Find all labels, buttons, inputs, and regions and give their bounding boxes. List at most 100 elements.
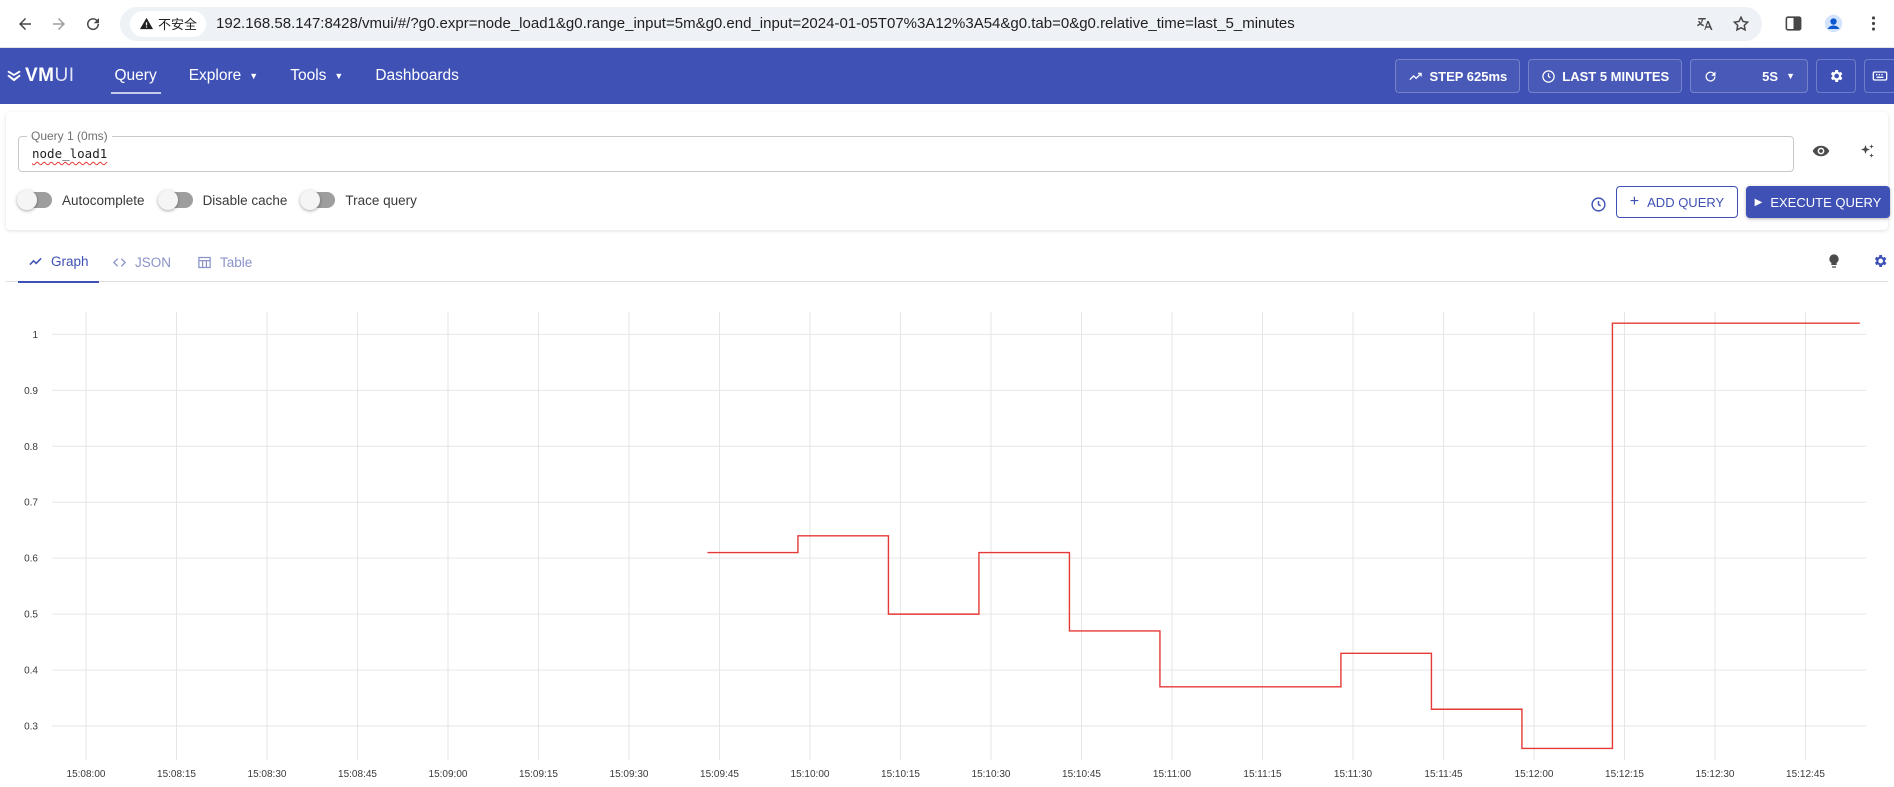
toggle-switch[interactable] bbox=[301, 192, 335, 208]
x-tick-label: 15:09:45 bbox=[700, 769, 739, 780]
y-tick-label: 0.7 bbox=[24, 498, 38, 509]
x-tick-label: 15:11:45 bbox=[1424, 769, 1463, 780]
refresh-icon bbox=[1703, 69, 1718, 84]
auto-refresh-button[interactable]: 5S ▼ bbox=[1690, 59, 1808, 93]
chevron-down-icon: ▼ bbox=[1786, 71, 1795, 81]
execute-query-label: EXECUTE QUERY bbox=[1770, 195, 1881, 210]
profile-avatar-icon[interactable] bbox=[1820, 11, 1846, 37]
toggle-switch[interactable] bbox=[159, 192, 193, 208]
logo-icon bbox=[6, 68, 22, 84]
y-tick-label: 0.8 bbox=[24, 442, 38, 453]
nav-tools-label: Tools bbox=[290, 67, 326, 85]
x-tick-label: 15:10:00 bbox=[791, 769, 830, 780]
add-query-button[interactable]: + ADD QUERY bbox=[1616, 186, 1738, 218]
y-tick-label: 0.3 bbox=[24, 722, 38, 733]
step-button[interactable]: STEP 625ms bbox=[1395, 59, 1520, 93]
x-tick-label: 15:12:30 bbox=[1696, 769, 1735, 780]
side-panel-icon[interactable] bbox=[1780, 11, 1806, 37]
lightbulb-icon[interactable] bbox=[1826, 253, 1842, 274]
x-tick-label: 15:11:30 bbox=[1334, 769, 1373, 780]
play-icon: ▶ bbox=[1755, 197, 1763, 208]
add-query-label: ADD QUERY bbox=[1647, 195, 1724, 210]
execute-query-button[interactable]: ▶ EXECUTE QUERY bbox=[1746, 186, 1890, 218]
refresh-interval-label: 5S bbox=[1762, 69, 1778, 84]
disable-cache-toggle[interactable]: Disable cache bbox=[159, 192, 288, 208]
table-icon bbox=[197, 255, 212, 270]
nav-explore[interactable]: Explore ▼ bbox=[173, 48, 274, 104]
trace-query-toggle[interactable]: Trace query bbox=[301, 192, 417, 208]
settings-button[interactable] bbox=[1816, 59, 1856, 93]
history-icon[interactable] bbox=[1590, 196, 1607, 218]
x-tick-label: 15:08:00 bbox=[67, 769, 106, 780]
y-tick-label: 1 bbox=[32, 330, 38, 341]
autocomplete-label: Autocomplete bbox=[62, 193, 145, 208]
back-arrow-icon[interactable] bbox=[8, 7, 42, 41]
browser-menu-icon[interactable] bbox=[1860, 11, 1886, 37]
keyboard-icon bbox=[1872, 68, 1888, 84]
eye-icon[interactable] bbox=[1812, 142, 1830, 165]
tab-table[interactable]: Table bbox=[197, 242, 252, 282]
tab-table-label: Table bbox=[220, 255, 252, 270]
x-tick-label: 15:12:00 bbox=[1515, 769, 1554, 780]
clock-icon bbox=[1541, 69, 1556, 84]
graph-settings-gear-icon[interactable] bbox=[1872, 253, 1888, 274]
logo-main-text: VM bbox=[25, 65, 55, 87]
warning-icon bbox=[139, 16, 154, 31]
x-tick-label: 15:11:00 bbox=[1153, 769, 1192, 780]
y-tick-label: 0.4 bbox=[24, 666, 38, 677]
translate-icon[interactable] bbox=[1694, 13, 1716, 35]
step-label: STEP 625ms bbox=[1429, 69, 1507, 84]
trace-query-label: Trace query bbox=[345, 193, 417, 208]
tab-graph-label: Graph bbox=[51, 254, 89, 269]
x-tick-label: 15:09:00 bbox=[429, 769, 468, 780]
caret-down-icon: ▼ bbox=[249, 71, 258, 81]
nav-tools[interactable]: Tools ▼ bbox=[274, 48, 359, 104]
nav-dashboards-label: Dashboards bbox=[375, 67, 459, 85]
x-tick-label: 15:10:15 bbox=[881, 769, 920, 780]
security-chip[interactable]: 不安全 bbox=[130, 11, 206, 37]
toggle-switch[interactable] bbox=[18, 192, 52, 208]
line-chart-icon bbox=[28, 254, 43, 269]
code-icon bbox=[112, 255, 127, 270]
plus-icon: + bbox=[1630, 193, 1639, 211]
query-input[interactable]: node_load1 bbox=[32, 146, 107, 161]
trend-icon bbox=[1408, 69, 1423, 84]
query-panel: Query 1 (0ms) node_load1 Autocomplete Di… bbox=[6, 112, 1888, 230]
x-tick-label: 15:08:45 bbox=[338, 769, 377, 780]
x-tick-label: 15:12:45 bbox=[1786, 769, 1825, 780]
url-text[interactable]: 192.168.58.147:8428/vmui/#/?g0.expr=node… bbox=[216, 15, 1682, 32]
logo-sub-text: UI bbox=[55, 65, 75, 87]
x-tick-label: 15:08:30 bbox=[248, 769, 287, 780]
security-label: 不安全 bbox=[158, 14, 197, 33]
query-field[interactable]: Query 1 (0ms) node_load1 bbox=[18, 136, 1794, 172]
nav-dashboards[interactable]: Dashboards bbox=[359, 48, 475, 104]
autocomplete-toggle[interactable]: Autocomplete bbox=[18, 192, 145, 208]
caret-down-icon: ▼ bbox=[334, 71, 343, 81]
keyboard-shortcuts-button[interactable] bbox=[1864, 59, 1894, 93]
y-tick-label: 0.6 bbox=[24, 554, 38, 565]
x-tick-label: 15:08:15 bbox=[157, 769, 196, 780]
result-tabs: Graph JSON Table bbox=[6, 242, 1888, 282]
nav-explore-label: Explore bbox=[189, 67, 242, 85]
tab-json[interactable]: JSON bbox=[112, 242, 171, 282]
browser-toolbar: 不安全 192.168.58.147:8428/vmui/#/?g0.expr=… bbox=[0, 0, 1894, 48]
time-range-label: LAST 5 MINUTES bbox=[1562, 69, 1669, 84]
x-tick-label: 15:11:15 bbox=[1243, 769, 1282, 780]
x-tick-label: 15:10:45 bbox=[1062, 769, 1101, 780]
reload-icon[interactable] bbox=[76, 7, 110, 41]
bookmark-star-icon[interactable] bbox=[1730, 13, 1752, 35]
x-tick-label: 15:09:15 bbox=[519, 769, 558, 780]
time-range-button[interactable]: LAST 5 MINUTES bbox=[1528, 59, 1682, 93]
forward-arrow-icon[interactable] bbox=[42, 7, 76, 41]
x-tick-label: 15:10:30 bbox=[972, 769, 1011, 780]
sparkle-icon[interactable] bbox=[1858, 142, 1876, 165]
nav-query[interactable]: Query bbox=[99, 48, 173, 104]
tab-graph[interactable]: Graph bbox=[18, 242, 99, 283]
address-bar[interactable]: 不安全 192.168.58.147:8428/vmui/#/?g0.expr=… bbox=[120, 7, 1762, 41]
nav-query-label: Query bbox=[115, 67, 157, 85]
tab-json-label: JSON bbox=[135, 255, 171, 270]
